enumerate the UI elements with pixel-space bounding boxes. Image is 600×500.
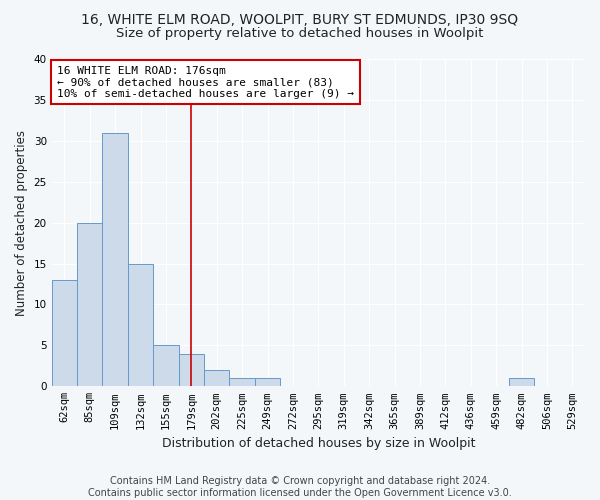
Bar (509, 378, 534, 386)
Bar (153, 346, 179, 387)
Bar (179, 354, 204, 386)
Bar (255, 378, 280, 386)
Text: 16, WHITE ELM ROAD, WOOLPIT, BURY ST EDMUNDS, IP30 9SQ: 16, WHITE ELM ROAD, WOOLPIT, BURY ST EDM… (82, 12, 518, 26)
Text: Contains HM Land Registry data © Crown copyright and database right 2024.
Contai: Contains HM Land Registry data © Crown c… (88, 476, 512, 498)
Bar (77, 222, 103, 386)
Bar (103, 132, 128, 386)
Text: Size of property relative to detached houses in Woolpit: Size of property relative to detached ho… (116, 28, 484, 40)
Y-axis label: Number of detached properties: Number of detached properties (15, 130, 28, 316)
Text: 16 WHITE ELM ROAD: 176sqm
← 90% of detached houses are smaller (83)
10% of semi-: 16 WHITE ELM ROAD: 176sqm ← 90% of detac… (57, 66, 354, 98)
Bar (128, 264, 153, 386)
X-axis label: Distribution of detached houses by size in Woolpit: Distribution of detached houses by size … (161, 437, 475, 450)
Bar (204, 370, 229, 386)
Bar (229, 378, 255, 386)
Bar (52, 280, 77, 386)
